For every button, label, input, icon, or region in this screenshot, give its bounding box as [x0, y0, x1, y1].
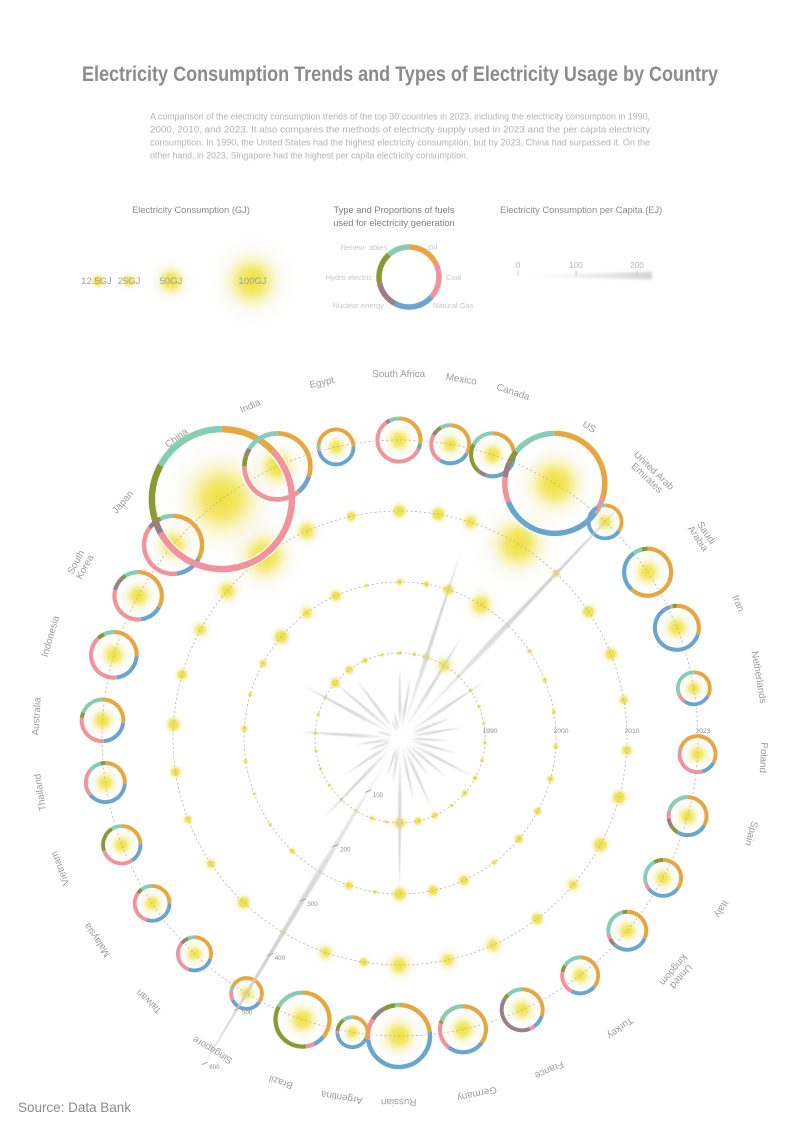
svg-text:100GJ: 100GJ — [239, 276, 267, 287]
svg-text:2010: 2010 — [624, 728, 639, 735]
svg-text:Coal: Coal — [446, 273, 462, 282]
svg-text:Source: Data Bank: Source: Data Bank — [18, 1099, 132, 1115]
svg-text:200: 200 — [630, 261, 644, 270]
svg-text:other hand, in 2023, Singapore: other hand, in 2023, Singapore had the h… — [150, 151, 468, 161]
svg-text:50GJ: 50GJ — [160, 276, 183, 287]
svg-text:Electricity Consumption per Ca: Electricity Consumption per Capita (EJ) — [500, 205, 662, 215]
svg-text:2000, 2010, and 2023. It also: 2000, 2010, and 2023. It also compares t… — [150, 125, 651, 135]
svg-text:100: 100 — [373, 792, 384, 799]
svg-text:Nuclear energy: Nuclear energy — [333, 301, 385, 310]
svg-text:Oil: Oil — [428, 243, 438, 252]
svg-text:Electricity Consumption (GJ): Electricity Consumption (GJ) — [132, 205, 250, 215]
svg-text:Renew- ables: Renew- ables — [341, 243, 388, 252]
svg-text:400: 400 — [275, 955, 286, 962]
svg-text:300: 300 — [307, 901, 318, 908]
svg-text:100: 100 — [569, 261, 583, 270]
svg-text:Natural Gas: Natural Gas — [433, 301, 474, 310]
svg-text:1990: 1990 — [482, 728, 497, 735]
svg-text:Russian: Russian — [381, 1096, 416, 1107]
svg-text:Electricity Consumption Trends: Electricity Consumption Trends and Types… — [82, 62, 718, 86]
svg-text:consumption. In 1990, the Unit: consumption. In 1990, the United States … — [150, 138, 650, 148]
svg-text:25GJ: 25GJ — [118, 276, 141, 287]
svg-text:600: 600 — [209, 1064, 220, 1071]
svg-text:used for electricity generatio: used for electricity generation — [333, 218, 454, 228]
svg-text:Australia: Australia — [30, 697, 43, 736]
svg-text:2023: 2023 — [695, 728, 710, 735]
svg-text:500: 500 — [242, 1010, 253, 1017]
svg-text:Poland: Poland — [757, 742, 770, 773]
svg-text:Egypt: Egypt — [308, 375, 335, 391]
svg-text:0: 0 — [516, 261, 521, 270]
svg-text:South Africa: South Africa — [372, 369, 425, 380]
svg-text:200: 200 — [340, 846, 351, 853]
svg-text:A comparison of the electricit: A comparison of the electricity consumpt… — [150, 112, 650, 122]
svg-text:Hydro electric: Hydro electric — [326, 273, 373, 282]
svg-text:Mexico: Mexico — [445, 372, 478, 388]
svg-text:12.5GJ: 12.5GJ — [81, 276, 112, 287]
svg-text:2000: 2000 — [553, 728, 568, 735]
svg-text:Type and Proportions of fuels: Type and Proportions of fuels — [334, 205, 455, 215]
